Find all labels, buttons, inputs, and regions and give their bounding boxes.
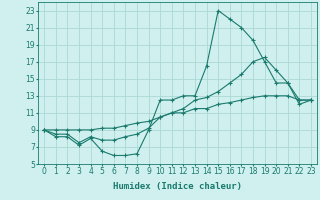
X-axis label: Humidex (Indice chaleur): Humidex (Indice chaleur) — [113, 182, 242, 191]
